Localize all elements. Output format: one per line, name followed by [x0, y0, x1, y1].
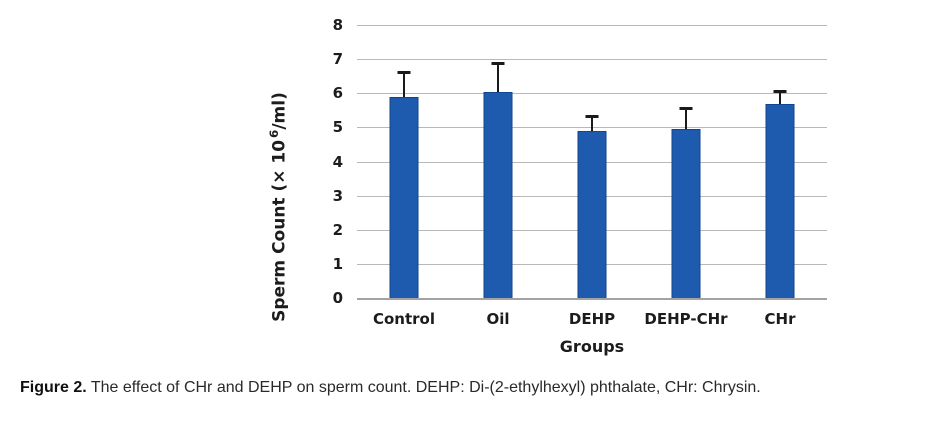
- y-axis-tick-label: 0: [332, 289, 343, 307]
- bar-dehp-chr: [671, 129, 701, 298]
- error-bar-line: [403, 72, 405, 97]
- y-axis-tick-label: 6: [332, 84, 343, 103]
- bar-dehp: [577, 130, 607, 298]
- error-bar-line: [591, 117, 593, 131]
- x-axis-category-label: DEHP: [568, 310, 616, 328]
- error-bar-cap: [679, 106, 693, 110]
- y-axis-tick-label: 4: [332, 152, 343, 171]
- error-bar-cap: [397, 70, 411, 74]
- error-bar-line: [497, 64, 499, 92]
- error-bar-cap: [491, 62, 505, 66]
- y-axis-title: Sperm Count (× 106/ml): [267, 92, 290, 322]
- error-bar-cap: [585, 115, 599, 119]
- bar-control: [389, 96, 419, 298]
- error-bar-line: [779, 91, 781, 104]
- y-axis-title-superscript: 6: [267, 129, 281, 138]
- y-axis-tick-label: 5: [332, 118, 343, 137]
- bar-oil: [483, 91, 513, 298]
- figure-caption: Figure 2. The effect of CHr and DEHP on …: [20, 378, 915, 399]
- x-axis-category-label: CHr: [764, 310, 796, 328]
- y-axis-title-post: /ml): [269, 92, 290, 130]
- gridline: [357, 59, 827, 61]
- x-axis-title: Groups: [559, 337, 625, 356]
- x-axis-category-label: Oil: [486, 310, 510, 328]
- error-bar-cap: [773, 89, 787, 93]
- x-axis-category-label: Control: [372, 310, 435, 328]
- y-axis-title-pre: Sperm Count (× 10: [269, 139, 290, 322]
- error-bar-line: [685, 108, 687, 130]
- y-axis-tick-label: 3: [332, 186, 343, 205]
- y-axis-tick-label: 2: [332, 220, 343, 239]
- gridline: [357, 25, 827, 26]
- chart-plot-area: 0 1 2 3 4 5 6 7 8 Control Oil DEHP DEHP-CHr CHr: [333, 16, 827, 328]
- x-axis-category-label: DEHP-CHr: [644, 310, 728, 328]
- figure-caption-label: Figure 2.: [20, 379, 87, 396]
- y-axis-tick-label: 8: [332, 16, 343, 34]
- y-axis-tick-label: 7: [332, 50, 343, 69]
- y-axis-tick-label: 1: [332, 254, 343, 273]
- gridline: [357, 93, 827, 95]
- bar-chr: [765, 103, 795, 298]
- figure-caption-text: The effect of CHr and DEHP on sperm coun…: [86, 379, 761, 396]
